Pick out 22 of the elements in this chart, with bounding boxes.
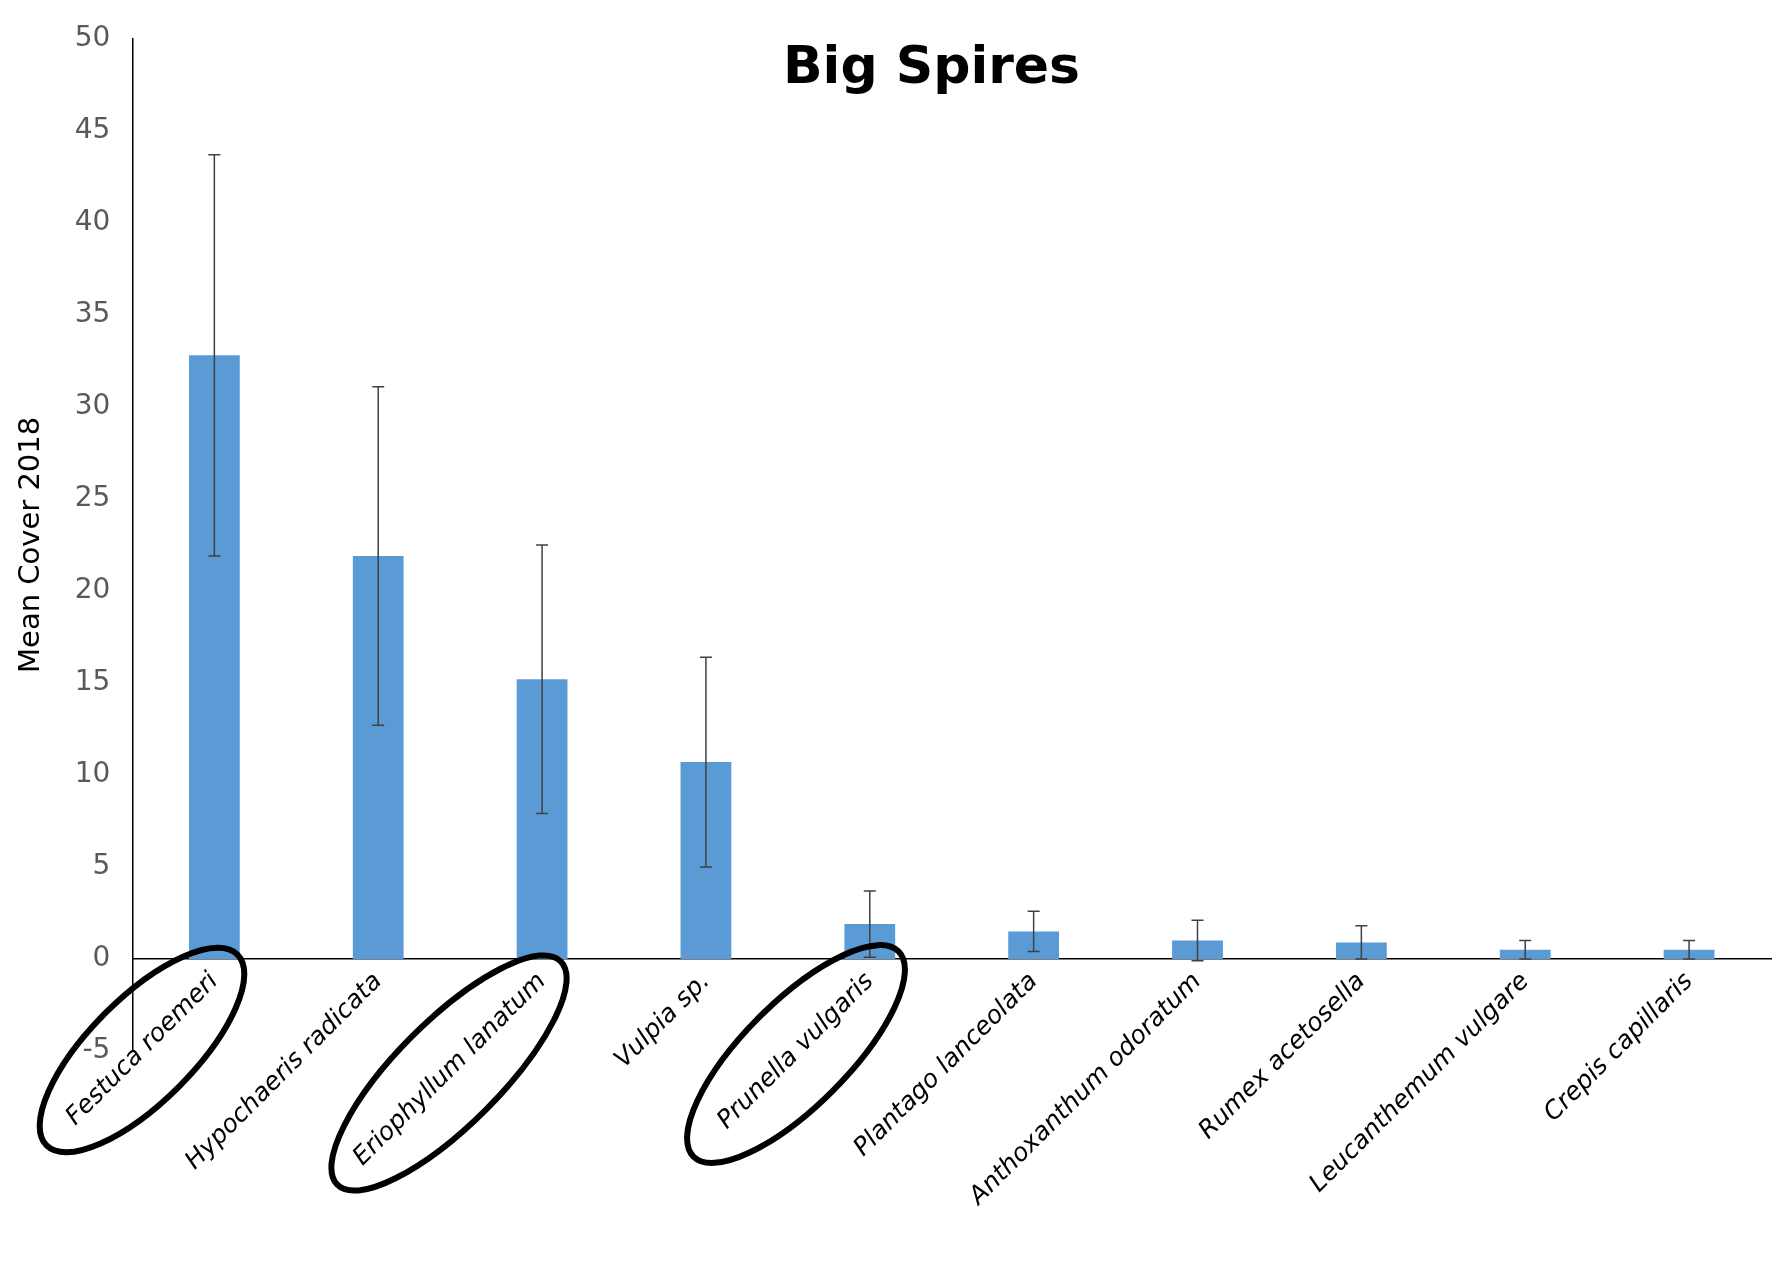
y-tick-label: 15 bbox=[74, 664, 111, 698]
bar bbox=[1172, 940, 1223, 959]
chart-title: Big Spires bbox=[782, 35, 1081, 95]
y-tick-label: 25 bbox=[74, 480, 111, 514]
y-tick-label: 35 bbox=[74, 296, 111, 330]
y-tick-label: 45 bbox=[74, 112, 111, 146]
bar bbox=[680, 762, 732, 959]
y-tick-label: 50 bbox=[74, 20, 111, 54]
y-tick-label: 5 bbox=[92, 848, 111, 882]
bar bbox=[1335, 942, 1387, 959]
bar bbox=[352, 555, 404, 959]
bar bbox=[1663, 949, 1715, 959]
bar bbox=[188, 355, 240, 959]
y-tick-label: 20 bbox=[74, 572, 111, 606]
y-tick-label: 40 bbox=[74, 204, 111, 238]
y-tick-label: 0 bbox=[92, 940, 111, 974]
bar bbox=[1008, 931, 1060, 959]
y-tick-label: 10 bbox=[74, 756, 111, 790]
y-tick-label: 30 bbox=[74, 388, 111, 422]
y-axis-title: Mean Cover 2018 bbox=[11, 416, 46, 673]
bar bbox=[516, 679, 568, 959]
bar bbox=[1499, 949, 1551, 959]
